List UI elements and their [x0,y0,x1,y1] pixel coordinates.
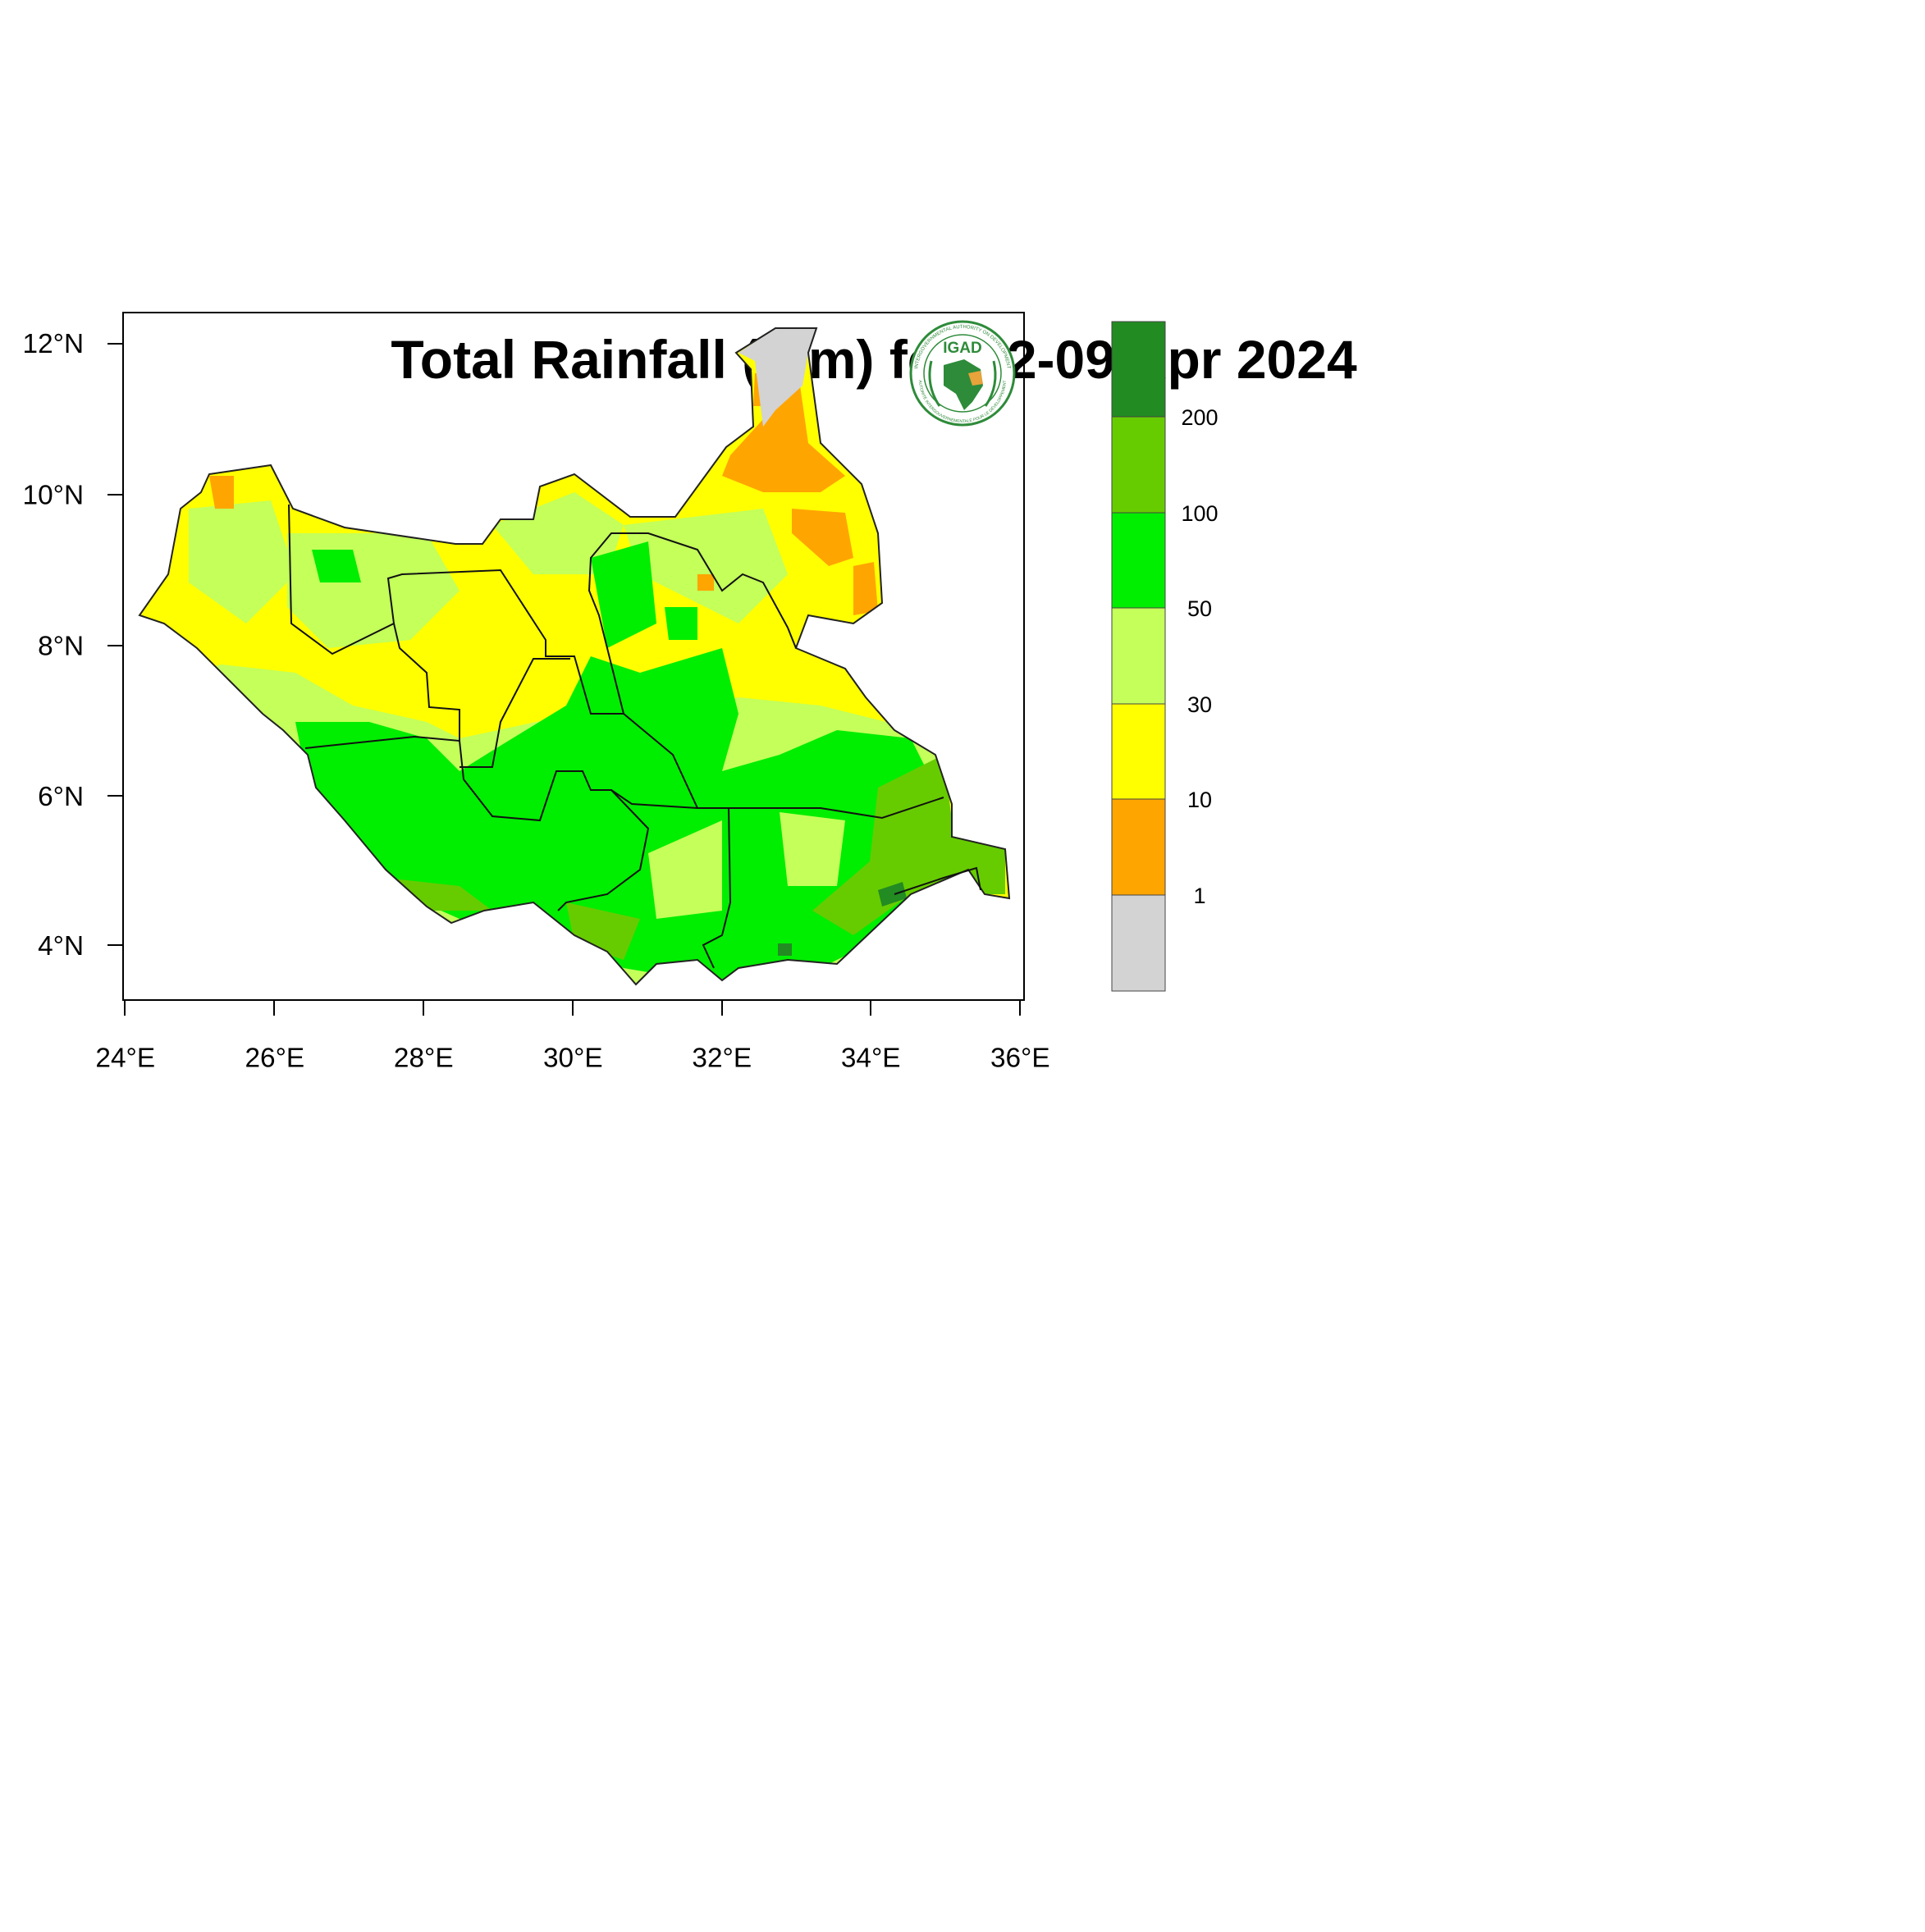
legend-labels: 1 10 30 50 100 200 [1181,405,1218,908]
legend-swatch [1111,894,1166,992]
igad-logo-text: IGAD [943,340,982,357]
legend-swatch [1111,512,1166,609]
y-tick-label: 6°N [38,782,84,812]
rainfall-band-1-10 [209,476,234,509]
rainfall-band-above-200 [878,882,907,907]
state-boundary [288,504,797,715]
x-axis-ticks [124,999,1021,1016]
state-boundary [623,713,944,820]
x-tick-label: 26°E [245,1044,304,1074]
y-tick-label: 10°N [23,480,85,510]
y-tick-label: 12°N [23,329,85,359]
rainfall-band-50-100 [665,607,697,640]
x-tick-label: 34°E [841,1044,901,1074]
rainfall-band-30-50 [648,820,722,919]
africa-map-icon [944,359,983,410]
laurel-right-icon [984,360,997,407]
y-axis-ticks [107,343,123,946]
state-boundary [304,735,650,911]
country-outline [138,327,1011,986]
rainfall-band-1-10 [792,509,853,566]
state-boundary [702,807,732,969]
laurel-left-icon [928,360,941,407]
igad-region-icon [968,371,983,386]
x-tick-label: 36°E [990,1044,1050,1074]
rainfall-band-below-1 [738,328,816,427]
rainfall-band-30-50 [780,812,845,886]
legend-colorbar [1111,321,1166,992]
rainfall-band-30-50 [189,500,295,623]
legend-label: 200 [1181,405,1218,430]
x-tick-label: 30°E [543,1044,603,1074]
legend-swatch [1111,607,1166,705]
legend-swatch [1111,416,1166,514]
rainfall-band-1-10 [853,562,878,615]
legend-swatch [1111,321,1166,418]
legend-label: 30 [1187,692,1212,717]
rainfall-band-1-10 [722,386,845,492]
igad-logo: IGAD INTERGOVERNMENTAL AUTHORITY ON DEVE… [909,320,1016,427]
legend-swatch [1111,703,1166,800]
x-axis-labels: 24°E 26°E 28°E 30°E 32°E 34°E 36°E [95,1044,1049,1074]
rainfall-band-50-100 [312,550,361,582]
map-title: Total Rainfall (mm) for 02-09 Apr 2024 [391,329,1357,390]
y-tick-label: 4°N [38,931,84,961]
x-tick-label: 28°E [394,1044,454,1074]
state-boundary [460,658,570,768]
x-tick-label: 32°E [692,1044,752,1074]
y-axis-labels: 4°N 6°N 8°N 10°N 12°N [23,329,85,961]
rainfall-band-1-10 [697,574,714,591]
legend-label: 50 [1187,596,1212,621]
rainfall-band-100-200 [386,878,492,911]
state-boundary [894,866,981,895]
state-boundaries [288,504,981,969]
legend-label: 10 [1187,788,1212,812]
legend-swatch [1111,798,1166,896]
rainfall-band-30-50 [624,509,788,623]
rainfall-band-above-200 [778,943,792,956]
rainfall-band-50-100 [591,541,656,648]
y-tick-label: 8°N [38,631,84,661]
legend-label: 100 [1181,501,1218,526]
legend-label: 1 [1193,884,1205,908]
state-boundary [393,623,460,741]
state-boundary [610,789,698,809]
x-tick-label: 24°E [95,1044,155,1074]
